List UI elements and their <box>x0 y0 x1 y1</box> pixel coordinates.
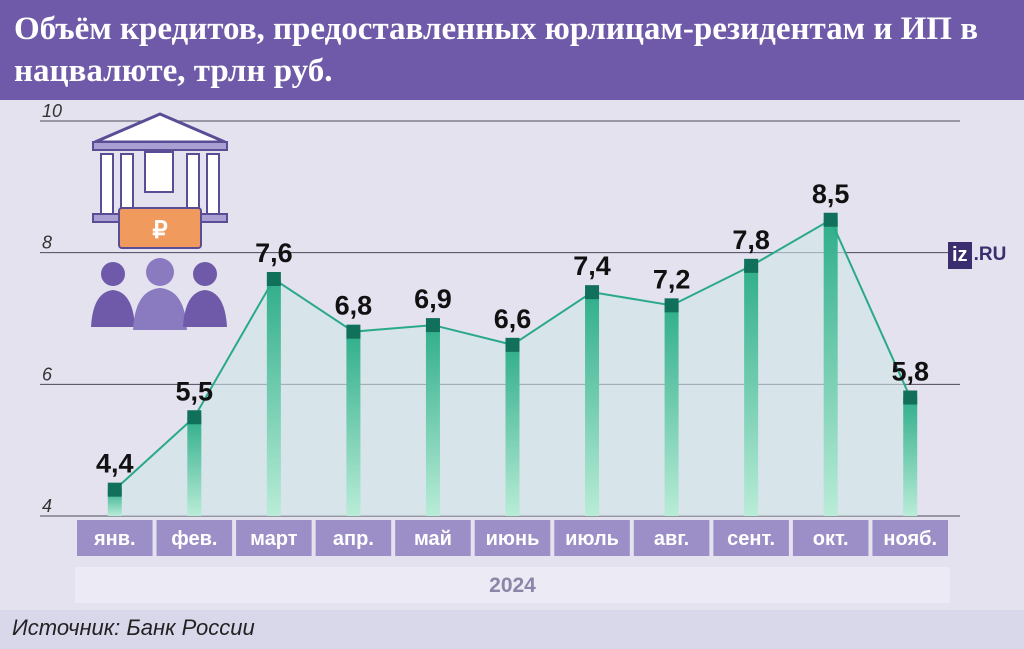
year-band <box>75 567 950 603</box>
x-tick-label: фев. <box>171 528 217 550</box>
x-tick-label: июнь <box>486 528 540 550</box>
data-point <box>107 482 122 497</box>
month-box <box>315 520 392 556</box>
month-box <box>554 520 630 556</box>
x-tick-label: янв. <box>93 528 136 550</box>
x-tick-label: апр. <box>333 528 374 550</box>
data-label: 4,4 <box>96 449 134 479</box>
data-label: 5,8 <box>891 357 929 387</box>
x-tick-label: окт. <box>813 528 849 550</box>
data-point <box>664 298 679 313</box>
data-point <box>266 272 281 286</box>
y-tick-label: 6 <box>42 364 53 384</box>
data-label: 7,8 <box>732 225 770 255</box>
data-point <box>585 285 600 300</box>
bar-stem <box>744 265 759 516</box>
x-tick-label: март <box>250 528 298 550</box>
bar-stem <box>425 325 440 516</box>
header: Объём кредитов, предоставленных юрлицам-… <box>0 0 1024 100</box>
logo-ru: .RU <box>973 244 1007 265</box>
data-point <box>187 410 202 425</box>
x-tick-label: сент. <box>727 528 775 550</box>
month-box <box>156 520 233 556</box>
bar-stem <box>266 279 281 516</box>
izru-logo: iz .RU <box>948 238 1006 272</box>
data-label: 6,9 <box>414 284 452 314</box>
x-tick-label: июль <box>565 528 619 550</box>
bar-stem <box>505 344 520 516</box>
data-point <box>823 212 838 227</box>
data-point <box>744 258 759 273</box>
chart-title: Объём кредитов, предоставленных юрлицам-… <box>14 11 979 89</box>
data-point <box>346 324 361 339</box>
bar-stem <box>187 417 202 516</box>
data-point <box>903 390 918 405</box>
y-tick-label: 8 <box>42 233 52 253</box>
month-box <box>792 520 869 556</box>
month-box <box>77 520 153 556</box>
x-tick-label: май <box>414 528 452 550</box>
month-box <box>872 520 948 556</box>
data-point <box>505 337 520 352</box>
month-box <box>713 520 789 556</box>
month-box <box>633 520 710 556</box>
y-tick-label: 4 <box>42 496 52 516</box>
year-label: 2024 <box>489 574 536 597</box>
data-label: 7,2 <box>653 264 691 294</box>
bar-stem <box>664 305 679 516</box>
month-box <box>236 520 312 556</box>
chart-svg: 4 6 8 10 4,4 5,5 7,6 6,8 6,9 6,6 7,4 7,2 7,8 8,5 5,8 ян… <box>40 101 960 603</box>
month-box <box>474 520 551 556</box>
x-tick-label: нояб. <box>883 528 937 550</box>
plot-area: 4 6 8 10 4,4 5,5 7,6 6,8 6,9 6,6 7,4 7,2 7,8 8,5 5,8 ян… <box>0 100 1024 610</box>
bar-stem <box>585 292 600 516</box>
data-label: 8,5 <box>812 179 850 209</box>
y-tick-label: 10 <box>42 101 62 121</box>
source-note: Источник: Банк России <box>12 615 255 640</box>
data-label: 5,5 <box>176 376 214 406</box>
logo-iz: iz <box>948 241 972 269</box>
data-label: 6,6 <box>494 304 532 334</box>
bank-illustration-icon: ₽ <box>91 112 228 330</box>
bar-stem <box>823 219 838 516</box>
bar-stem <box>903 397 918 516</box>
svg-text:₽: ₽ <box>152 217 167 244</box>
data-label: 7,4 <box>573 251 611 281</box>
data-label: 6,8 <box>335 291 373 321</box>
bar-stem <box>346 331 361 516</box>
x-tick-label: авг. <box>654 528 689 550</box>
data-point <box>425 318 440 333</box>
month-box <box>395 520 471 556</box>
data-label: 7,6 <box>255 238 293 268</box>
